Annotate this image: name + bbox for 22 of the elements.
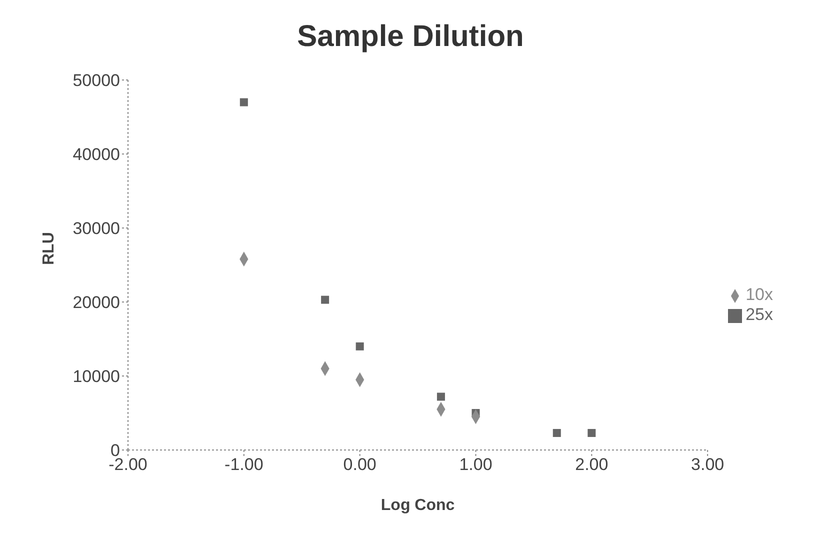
x-axis-title: Log Conc [380,497,455,514]
point [436,392,445,401]
legend-label: 25x [746,305,773,324]
x-tick-label: 3.00 [691,455,724,474]
y-tick-label: 20000 [72,293,120,312]
y-tick-label: 40000 [72,145,120,164]
point [321,296,330,304]
x-tick-label: 0.00 [343,455,376,474]
point [588,428,596,437]
chart-title: Sample Dilution [296,19,525,55]
y-tick-label: 50000 [72,71,120,90]
y-axis-title: RLU [40,232,58,265]
x-tick-label: -2.00 [108,455,148,474]
point [552,428,561,437]
x-tick-label: 2.00 [575,455,608,474]
point [240,98,248,106]
x-tick-label: -1.00 [224,455,264,474]
y-tick-label: 10000 [72,367,120,386]
y-tick-label: 30000 [72,219,120,238]
x-tick-label: 1.00 [459,455,492,474]
legend-label: 10x [746,285,773,304]
point [356,342,364,350]
